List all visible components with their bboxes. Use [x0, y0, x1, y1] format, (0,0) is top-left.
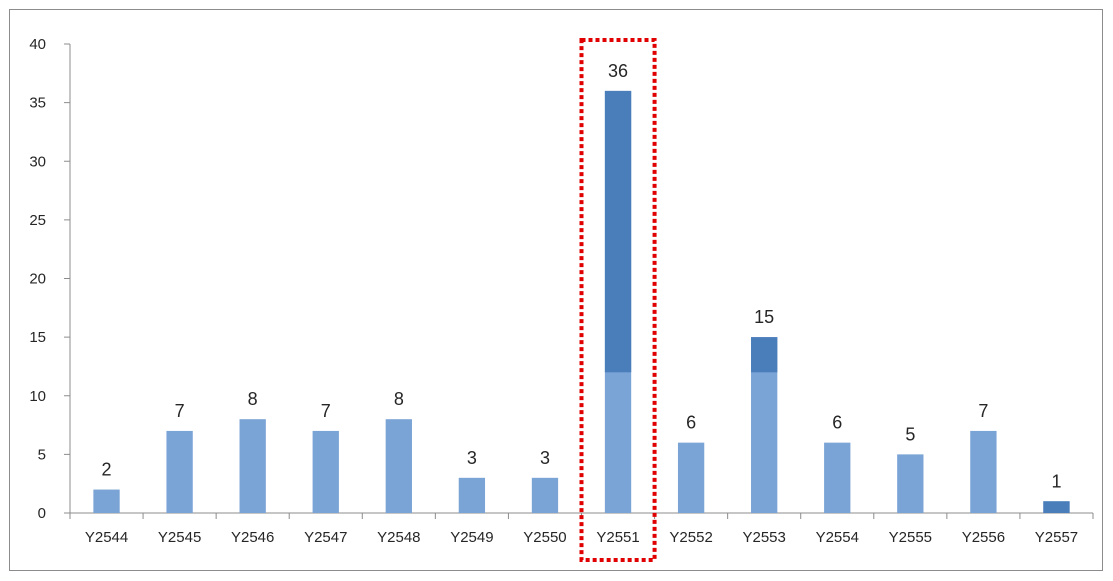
y-tick-label: 25	[29, 212, 46, 229]
bar	[385, 419, 412, 513]
data-label: 36	[608, 61, 628, 81]
bar	[93, 489, 120, 513]
bar	[970, 430, 997, 513]
bar	[531, 477, 559, 513]
data-label: 2	[102, 460, 112, 480]
data-label: 8	[394, 389, 404, 409]
category-label: Y2551	[596, 529, 639, 546]
chart-frame: 0 5 10 15 20 25 30 35 40 2 Y2544 7 Y2545 8 Y2546 7 Y254…	[9, 9, 1103, 571]
category-label: Y2556	[962, 529, 1005, 546]
data-label: 15	[754, 307, 774, 327]
category-label: Y2548	[377, 529, 420, 546]
bar-upper-segment	[604, 90, 632, 373]
highlight-box	[579, 38, 657, 562]
data-label: 3	[467, 448, 477, 468]
bar	[824, 442, 851, 513]
data-label: 3	[540, 448, 550, 468]
data-label: 5	[905, 424, 915, 444]
bar	[677, 442, 705, 513]
bar	[166, 430, 193, 513]
y-tick-label: 30	[29, 153, 46, 170]
category-label: Y2557	[1035, 529, 1078, 546]
data-label: 7	[321, 401, 331, 421]
y-tick-label: 40	[29, 36, 46, 53]
bar-dark-fill	[1043, 501, 1070, 513]
category-label: Y2547	[304, 529, 347, 546]
category-label: Y2552	[669, 529, 712, 546]
bar	[312, 430, 339, 513]
y-tick-label: 10	[29, 388, 46, 405]
data-label: 7	[175, 401, 185, 421]
category-label: Y2553	[742, 529, 785, 546]
y-tick-label: 5	[38, 446, 46, 463]
bar	[897, 454, 924, 513]
y-tick-label: 0	[38, 505, 46, 522]
data-label: 6	[832, 413, 842, 433]
bar-upper-segment	[751, 337, 778, 373]
bar	[239, 419, 266, 513]
data-label: 8	[248, 389, 258, 409]
bars	[93, 90, 1070, 514]
data-label: 1	[1051, 471, 1061, 491]
y-tick-label: 15	[29, 329, 46, 346]
category-label: Y2550	[523, 529, 566, 546]
category-label: Y2549	[450, 529, 493, 546]
category-label: Y2554	[816, 529, 859, 546]
data-label: 6	[686, 413, 696, 433]
category-label: Y2555	[889, 529, 932, 546]
category-label: Y2544	[85, 529, 128, 546]
y-tick-label: 20	[29, 271, 46, 288]
category-label: Y2546	[231, 529, 274, 546]
category-label: Y2545	[158, 529, 201, 546]
bar	[458, 477, 486, 513]
labels: 2 Y2544 7 Y2545 8 Y2546 7 Y2547 8 Y2548 3 Y2549 3 Y25…	[85, 61, 1078, 546]
y-tick-label: 35	[29, 95, 46, 112]
highlight-layer	[579, 38, 657, 562]
data-label: 7	[978, 401, 988, 421]
